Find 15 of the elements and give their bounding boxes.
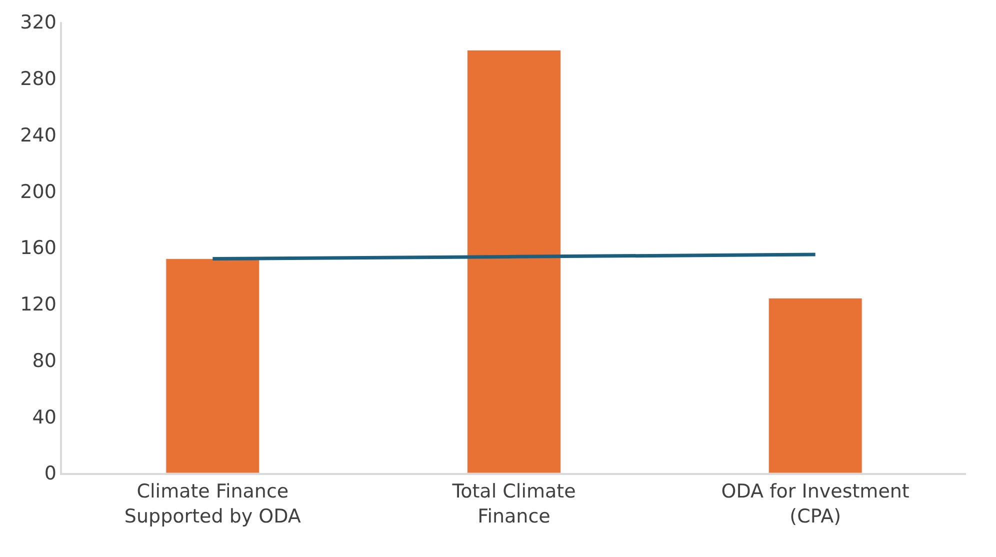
y-tick-label: 160: [20, 237, 56, 260]
y-tick-label: 200: [20, 180, 56, 203]
x-tick-label: ODA for Investment (CPA): [721, 480, 910, 528]
y-tick-label: 40: [32, 406, 56, 428]
y-tick-label: 320: [20, 12, 56, 34]
y-tick-label: 80: [32, 350, 56, 372]
bar: [166, 258, 260, 473]
x-tick-label: Total Climate Finance: [451, 480, 576, 528]
y-tick-label: 280: [20, 68, 56, 90]
bar: [768, 298, 862, 473]
x-tick-label: Climate Finance Supported by ODA: [124, 480, 301, 528]
y-tick-label: 240: [20, 124, 56, 146]
bar: [467, 50, 561, 473]
y-tick-label: 120: [20, 294, 56, 316]
y-tick-label: 0: [44, 462, 56, 485]
